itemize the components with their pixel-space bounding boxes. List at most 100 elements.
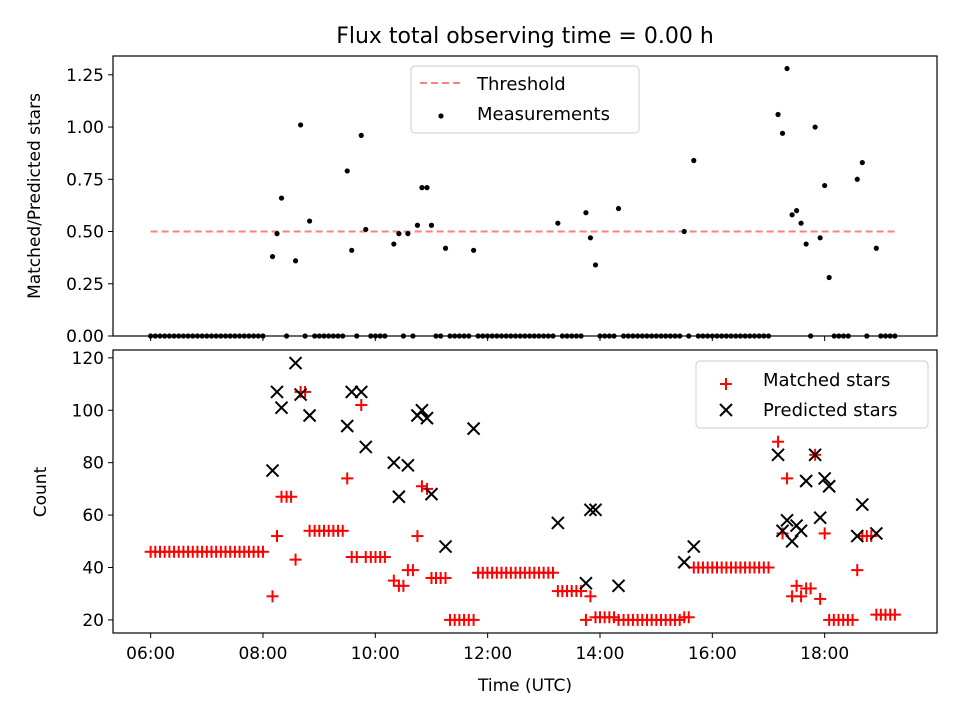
matched-star-marker: [579, 613, 592, 626]
predicted-star-marker: [438, 539, 453, 554]
predicted-legend-swatch: [719, 403, 733, 417]
predicted-star-marker: [302, 408, 317, 423]
predicted-marker-b: [588, 503, 603, 517]
count-x-tick-label: 16:00: [688, 644, 737, 664]
predicted-marker-b: [869, 526, 884, 541]
predicted-marker-b: [420, 411, 434, 425]
predicted-marker-b: [551, 516, 565, 530]
predicted-star-marker: [359, 440, 373, 454]
matched-star-marker: [336, 524, 349, 537]
predicted-star-marker: [345, 385, 359, 399]
measurement-point: [298, 122, 304, 128]
matched-star-marker: [397, 579, 410, 592]
measurement-point: [615, 205, 622, 212]
predicted-star-marker: [611, 579, 626, 593]
ratio-y-tick-label: 1.00: [66, 118, 104, 138]
count-x-tick-label: 18:00: [800, 644, 849, 664]
measurement-point: [424, 185, 430, 191]
predicted-star-marker: [551, 516, 565, 530]
measurement-point: [442, 245, 449, 251]
matched-star-marker: [341, 472, 354, 485]
predicted-star-marker: [387, 455, 401, 470]
measurement-point: [306, 218, 313, 224]
predicted-marker-b: [274, 400, 289, 415]
matched-star-marker: [271, 530, 284, 543]
measurement-point: [358, 132, 364, 139]
matched-star-marker: [378, 551, 391, 564]
predicted-star-marker: [850, 529, 864, 543]
predicted-marker-b: [354, 385, 368, 399]
predicted-star-marker: [270, 385, 284, 399]
count-panel: 20 40 60 80 100 120 06:00 08:00 10:00 12:00 14:00 1…: [31, 349, 938, 696]
count-x-tick-label: 08:00: [238, 644, 287, 664]
matched-star-marker: [888, 608, 901, 621]
measurement-point: [278, 195, 285, 201]
measurement-point: [419, 185, 425, 191]
matched-star-marker: [415, 480, 428, 493]
measurement-point: [414, 222, 421, 228]
measurement-point: [471, 247, 477, 253]
predicted-star-marker: [424, 487, 439, 501]
predicted-marker-b: [302, 408, 317, 423]
predicted-marker-b: [775, 524, 790, 538]
ratio-legend-box: [410, 65, 640, 134]
measurement-point: [803, 241, 809, 247]
measurement-point: [428, 222, 435, 228]
predicted-marker-b: [579, 576, 593, 590]
measurement-point: [793, 208, 800, 214]
measurement-point: [269, 253, 276, 260]
matched-star-marker: [790, 579, 803, 592]
predicted-star-marker: [288, 356, 303, 370]
predicted-marker-b: [780, 513, 794, 528]
predicted-marker-b: [270, 385, 284, 399]
measurement-point: [344, 168, 350, 174]
predicted-marker-b: [288, 356, 303, 370]
predicted-star-marker: [794, 524, 808, 538]
predicted-marker-b: [817, 471, 832, 486]
matched-star-marker: [546, 566, 559, 579]
predicted-star-marker: [340, 419, 354, 433]
matched-star-marker: [551, 585, 564, 598]
matched-star-marker: [359, 551, 372, 564]
matched-star-marker: [285, 490, 298, 503]
measurement-point: [681, 228, 687, 235]
matched-star-marker: [814, 592, 827, 605]
matched-star-marker: [289, 553, 302, 566]
predicted-star-marker: [687, 539, 701, 554]
measurement-point: [349, 247, 355, 253]
predicted-star-marker: [677, 555, 691, 569]
predicted-star-marker: [401, 458, 415, 473]
measurement-point: [274, 231, 280, 237]
predicted-star-marker: [415, 403, 429, 417]
measurement-point: [405, 231, 411, 237]
count-data-marks: [144, 356, 901, 626]
matched-star-marker: [781, 472, 794, 485]
count-x-tick-label: 14:00: [575, 644, 624, 664]
predicted-marker-b: [822, 479, 836, 493]
matched-legend-label: Matched stars: [763, 370, 890, 391]
matched-star-marker: [772, 435, 785, 448]
matched-star-marker: [439, 571, 452, 584]
matched-star-marker: [804, 582, 817, 595]
count-y-tick-label: 40: [82, 558, 104, 578]
predicted-star-marker: [293, 387, 308, 402]
count-x-tick-label: 10:00: [351, 644, 400, 664]
ratio-y-tick-label: 1.25: [66, 66, 104, 86]
predicted-marker-b: [785, 534, 799, 548]
predicted-star-marker: [583, 503, 598, 517]
measurement-point: [391, 241, 397, 247]
predicted-marker-b: [583, 503, 598, 517]
measurement-point: [859, 159, 865, 166]
ratio-y-tick-label: 0.25: [66, 275, 104, 295]
measurement-point: [854, 176, 860, 182]
threshold-legend-label: Threshold: [476, 74, 566, 95]
predicted-star-marker: [808, 448, 822, 462]
matched-star-marker: [589, 611, 602, 624]
predicted-star-marker: [354, 385, 368, 399]
ratio-y-tick-label: 0.50: [66, 223, 104, 243]
predicted-star-marker: [780, 513, 794, 528]
predicted-star-marker: [813, 510, 827, 525]
measurement-point: [817, 235, 823, 241]
measurements-legend-label: Measurements: [477, 104, 610, 125]
